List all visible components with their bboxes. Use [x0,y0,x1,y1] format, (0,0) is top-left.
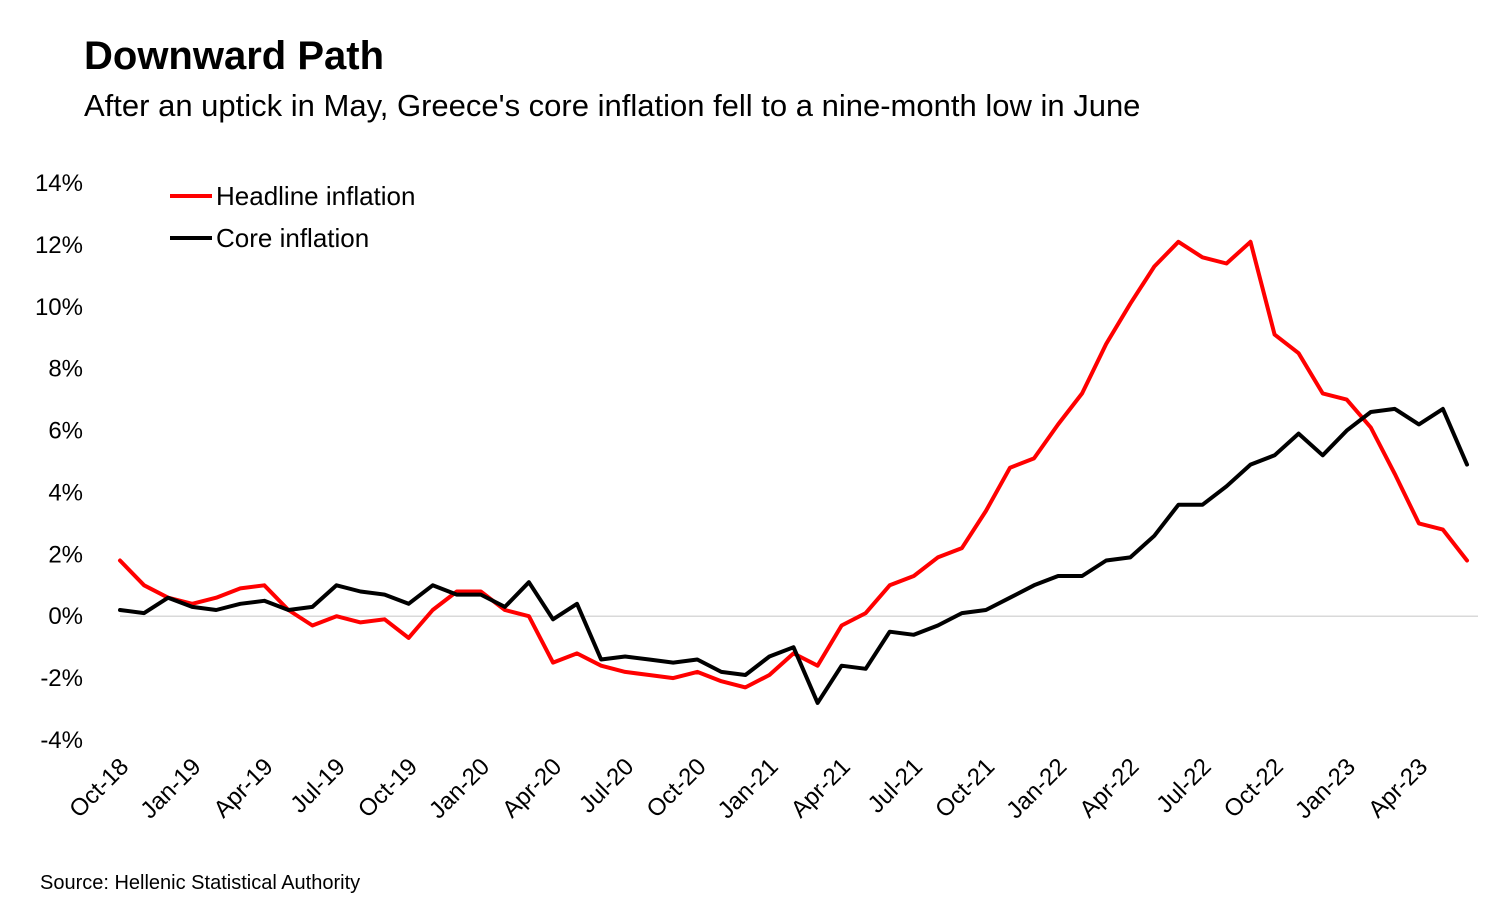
x-tick-label: Oct-19 [353,753,423,823]
x-tick-label: Apr-21 [786,753,856,823]
y-tick-label: 8% [48,356,83,383]
legend-label: Core inflation [216,223,369,253]
x-tick-label: Apr-22 [1074,753,1144,823]
x-tick-label: Oct-20 [642,753,712,823]
x-tick-label: Jul-21 [863,753,928,818]
x-tick-label: Oct-18 [64,753,134,823]
x-tick-label: Oct-21 [930,753,1000,823]
x-tick-label: Jan-20 [424,753,495,824]
chart-title: Downward Path [84,34,385,78]
legend: Headline inflation Core inflation [170,181,415,253]
y-tick-label: -2% [40,665,83,692]
x-tick-label: Jul-22 [1151,753,1216,818]
source-note: Source: Hellenic Statistical Authority [40,872,361,894]
core-inflation-line [118,406,1469,705]
x-tick-label: Jul-19 [285,753,350,818]
y-tick-label: 2% [48,541,83,568]
x-tick-label: Jan-22 [1001,753,1072,824]
y-axis-ticks: -4% -2% 0% 2% 4% 6% 8% 10% 12% 14% [35,170,83,754]
x-tick-label: Jul-20 [574,753,639,818]
legend-label: Headline inflation [216,181,415,211]
x-tick-label: Oct-22 [1219,753,1289,823]
y-tick-label: 14% [35,170,83,197]
x-tick-label: Jan-21 [713,753,784,824]
x-tick-label: Apr-20 [497,753,567,823]
x-tick-label: Apr-23 [1363,753,1433,823]
chart-subtitle: After an uptick in May, Greece's core in… [84,88,1141,123]
y-tick-label: 0% [48,603,83,630]
x-tick-label: Jan-23 [1290,753,1361,824]
y-tick-label: 10% [35,294,83,321]
series-lines [118,239,1469,705]
x-tick-label: Jan-19 [135,753,206,824]
headline-inflation-line [118,239,1469,690]
x-tick-label: Apr-19 [209,753,279,823]
y-tick-label: -4% [40,727,83,754]
y-tick-label: 4% [48,479,83,506]
y-tick-label: 12% [35,232,83,259]
x-axis-ticks: Oct-18 Jan-19 Apr-19 Jul-19 Oct-19 Jan-20 Apr-… [64,753,1433,824]
y-tick-label: 6% [48,418,83,445]
